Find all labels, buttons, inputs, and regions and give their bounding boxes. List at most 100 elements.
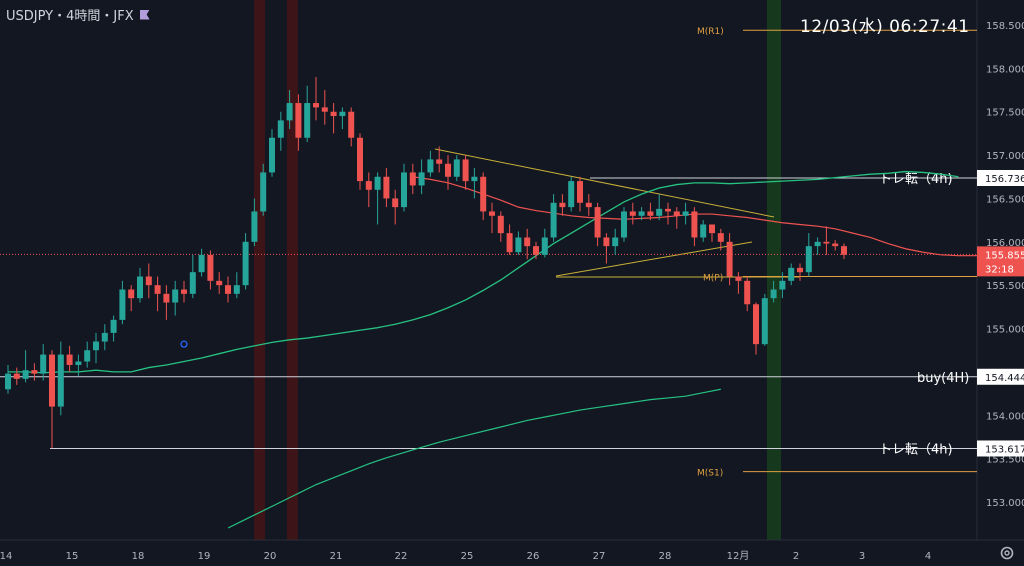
candle	[40, 344, 47, 381]
candle	[348, 107, 355, 147]
candle	[691, 207, 698, 247]
x-axis: 14 15 18 19 20 21 22 25 26 27 28 12月 2 3 4	[0, 539, 1024, 562]
candle	[489, 202, 495, 234]
candle	[145, 263, 152, 299]
candle	[357, 133, 363, 190]
candle-body	[304, 103, 311, 138]
candle-body	[365, 181, 372, 190]
candle-body	[260, 172, 267, 212]
candle-body	[93, 341, 99, 351]
candle	[31, 363, 38, 381]
candle-body	[216, 280, 223, 286]
x-tick-label: 15	[66, 551, 79, 562]
candle	[321, 90, 328, 125]
x-tick-label: 4	[925, 551, 931, 562]
candle-body	[673, 211, 680, 216]
candle	[797, 263, 803, 281]
candle	[577, 176, 583, 212]
candle-body	[110, 319, 117, 333]
candle-body	[242, 241, 249, 286]
y-tick-label: 155.000	[986, 325, 1024, 336]
candle	[779, 272, 786, 299]
candle	[242, 233, 249, 290]
candle	[427, 150, 434, 177]
trend-reversal-upper-label: トレ転（4h)	[879, 172, 953, 187]
x-tick-label: 21	[330, 551, 343, 562]
candle-body	[128, 289, 135, 299]
pivot-p-label: M(P)	[703, 274, 723, 284]
candle-body	[357, 137, 363, 182]
candle-body	[198, 254, 205, 273]
candle-body	[348, 111, 355, 138]
y-tick-label: 154.000	[986, 411, 1024, 422]
candle	[550, 194, 557, 242]
candle-body	[612, 237, 619, 247]
candle	[744, 276, 751, 312]
candle	[260, 163, 267, 216]
candle	[823, 226, 830, 255]
x-tick-label: 22	[395, 551, 408, 562]
candle	[735, 272, 742, 294]
ema-red-line	[412, 176, 1024, 257]
candle-body	[832, 243, 839, 247]
flag-icon[interactable]	[139, 9, 150, 20]
candle	[717, 228, 724, 251]
candle	[673, 207, 680, 229]
candle-body	[823, 241, 830, 244]
candle-body	[436, 159, 443, 164]
candle-body	[286, 103, 293, 121]
candle-body	[163, 293, 170, 303]
candle	[330, 103, 337, 134]
candle-body	[629, 211, 636, 216]
candle-body	[119, 289, 126, 320]
candle	[392, 189, 399, 225]
candle-body	[295, 103, 302, 138]
candle	[93, 332, 99, 364]
candle	[506, 224, 513, 255]
candle-body	[445, 163, 451, 177]
candle	[524, 228, 531, 260]
candle-body	[427, 159, 434, 173]
candle-body	[392, 198, 399, 208]
price-badge-box	[977, 169, 1024, 186]
candle-body	[594, 207, 601, 238]
candle-body	[401, 172, 407, 208]
ema-long-line	[227, 388, 721, 529]
pivot-r1-label: M(R1)	[697, 27, 724, 37]
candle	[709, 224, 715, 242]
candle	[770, 280, 777, 303]
candle-body	[805, 246, 812, 273]
settings-gear-icon[interactable]	[999, 545, 1015, 561]
candle	[665, 202, 671, 225]
x-tick-label: 18	[132, 551, 145, 562]
session-band	[767, 0, 781, 540]
candle	[418, 159, 425, 195]
y-tick-label: 153.500	[986, 455, 1024, 466]
candle-body	[383, 176, 390, 199]
candle-body	[497, 215, 504, 234]
symbol-label: USDJPY・4時間・JFX	[6, 9, 134, 24]
candle	[401, 163, 407, 212]
candle-body	[330, 111, 337, 117]
candle	[656, 194, 663, 221]
symbol-header[interactable]: USDJPY・4時間・JFX	[6, 5, 150, 24]
candle	[462, 155, 469, 190]
candle-body	[154, 285, 161, 294]
candle	[277, 111, 284, 151]
candle	[137, 267, 143, 303]
candle	[497, 211, 504, 242]
session-band	[287, 0, 298, 540]
candle	[594, 202, 601, 247]
candle-body	[753, 304, 759, 345]
y-tick-label: 157.500	[986, 108, 1024, 119]
candle	[603, 233, 610, 264]
candle	[128, 285, 135, 312]
candle	[612, 228, 619, 255]
candle	[119, 280, 126, 325]
candle-body	[321, 107, 328, 112]
x-tick-label: 19	[198, 551, 211, 562]
y-tick-label: 157.000	[986, 151, 1024, 162]
candle-body	[524, 237, 531, 247]
